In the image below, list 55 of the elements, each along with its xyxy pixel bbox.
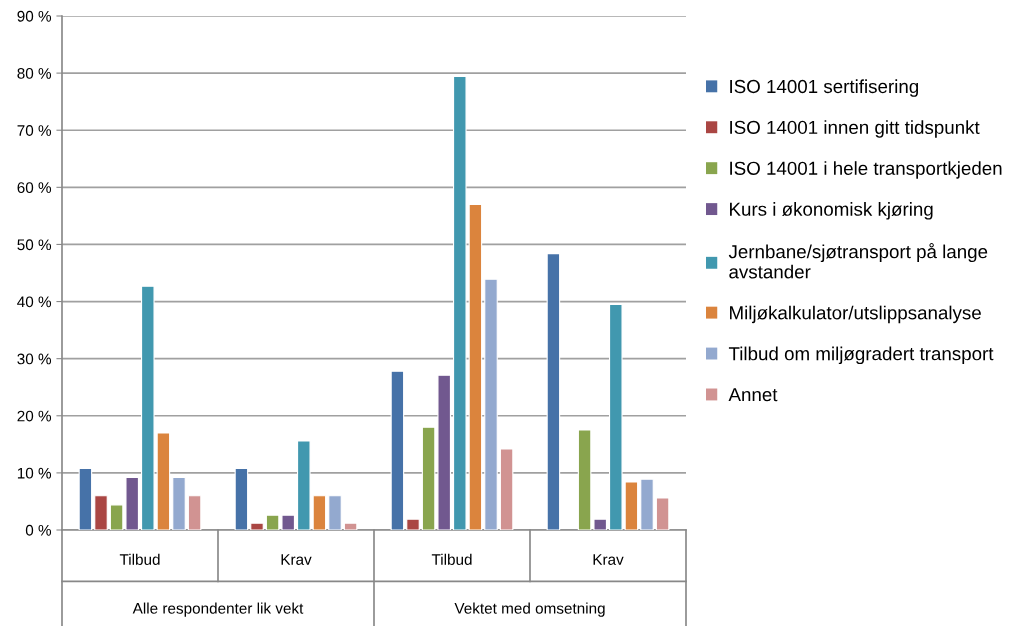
x-tick-label: Tilbud bbox=[119, 553, 160, 565]
bar bbox=[624, 481, 639, 530]
y-tick-label: 10 % bbox=[17, 467, 52, 479]
x-tick-label: Tilbud bbox=[431, 553, 472, 565]
bar bbox=[250, 522, 264, 530]
text: Alle respondenter lik vekt bbox=[132, 602, 304, 617]
bar bbox=[281, 514, 295, 530]
y-tick-label: 50 % bbox=[17, 239, 52, 251]
legend-label: ISO 14001 sertifisering bbox=[730, 79, 919, 97]
legend-label: Kurs i økonomisk kjøring bbox=[730, 202, 933, 220]
y-tick-label: 40 % bbox=[17, 296, 52, 308]
bar bbox=[593, 518, 607, 530]
x-tick-label: Krav bbox=[281, 554, 312, 565]
bar bbox=[640, 478, 654, 530]
legend-label: Annet bbox=[728, 388, 778, 402]
legend-label: ISO 14001 i hele transportkjeden bbox=[730, 161, 1002, 179]
x-tick-label: Krav bbox=[593, 554, 624, 565]
bar bbox=[234, 467, 249, 530]
y-tick-label: 90 % bbox=[17, 10, 52, 22]
text: Vektet med omsetning bbox=[454, 602, 605, 617]
y-tick-label: 20 % bbox=[17, 410, 52, 422]
bar bbox=[328, 495, 342, 530]
legend-label: Tilbud om miljøgradert transport bbox=[728, 346, 994, 365]
bar bbox=[94, 495, 108, 530]
bar bbox=[453, 75, 467, 530]
bar bbox=[312, 495, 327, 530]
bar bbox=[109, 504, 124, 530]
bar bbox=[187, 495, 202, 530]
bar bbox=[141, 285, 155, 530]
bar bbox=[609, 303, 623, 530]
bar bbox=[343, 522, 358, 530]
bar bbox=[655, 497, 670, 530]
y-tick-label: 30 % bbox=[17, 353, 52, 365]
bar bbox=[172, 476, 186, 530]
bar bbox=[546, 253, 561, 530]
y-tick-label: 0 % bbox=[25, 524, 52, 536]
bar bbox=[265, 514, 280, 530]
y-tick-label: 80 % bbox=[17, 67, 52, 79]
bar bbox=[406, 518, 420, 530]
bar bbox=[125, 476, 139, 530]
legend-label: Miljøkalkulator/utslippsanalyse bbox=[730, 305, 981, 324]
bar bbox=[468, 203, 483, 530]
bar bbox=[421, 426, 436, 530]
bar bbox=[484, 278, 498, 530]
bar bbox=[577, 429, 592, 530]
bar bbox=[297, 440, 311, 530]
bar bbox=[156, 432, 171, 530]
bar bbox=[499, 448, 514, 530]
legend-label: ISO 14001 innen gitt tidspunkt bbox=[730, 120, 980, 138]
bar bbox=[390, 370, 405, 530]
y-tick-label: 60 % bbox=[17, 182, 52, 194]
legend-label: Jernbane/sjøtransport på lange avstander bbox=[728, 243, 988, 279]
y-tick-label: 70 % bbox=[17, 125, 52, 136]
bar bbox=[437, 374, 451, 530]
bar bbox=[78, 467, 93, 530]
